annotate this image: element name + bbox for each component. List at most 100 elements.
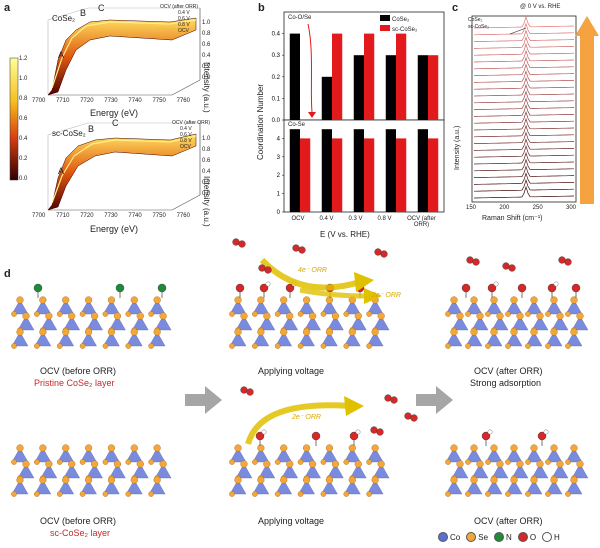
raman-spectrum [474,15,574,29]
raman-spectrum [474,90,574,104]
caption-bot-mid: Applying voltage [258,516,325,526]
colorbar-tick: 0.2 [19,156,28,162]
sample-label-top: CoSe₂ [52,14,76,23]
x-ticks-c: 150 200 250 300 [466,205,576,211]
x-tick: 0.3 V [348,216,363,222]
orr-label-top-2e: 2e⁻ ORR [372,292,401,299]
raman-spectrum [474,70,574,83]
raman-spectrum [474,83,574,97]
bar-sc-cose2 [428,138,439,212]
bar-sc-cose2 [300,138,311,212]
oxygen-atom [232,238,240,246]
legend-b: CoSe₂ sc-CoSe₂ [380,15,417,35]
group-label-top: Co-O/Se [288,15,312,21]
y-tick: 0.2 [272,75,281,81]
legend-n: N [494,532,512,542]
y-tick: 0.0 [272,118,281,124]
colorbar-tick: 0.8 [19,96,28,102]
caption-top-left-sub: Pristine CoSe₂ layer [34,378,115,388]
raman-spectrum [474,151,574,165]
trend-arrow-head [308,112,316,118]
z-ticks-top: 1.0 0.8 0.6 0.4 0.2 0.0 [202,20,211,81]
caption-top-right-sub: Strong adsorption [470,378,542,388]
raman-spectrum [474,172,574,185]
process-arrow-2 [416,386,453,414]
bar-cose2 [385,55,396,121]
bar-cose2 [353,55,364,121]
orr-arrow-2e-bot [245,402,351,445]
z-axis-label-bottom: Intensity (a.u.) [202,176,211,227]
caption-top-right: OCV (after ORR) [474,366,543,376]
raman-spectrum [474,63,574,76]
crystal-slab [11,283,172,349]
y-axis-label-b: Coordination Number [256,83,265,160]
atom-legend: Co Se N O H [438,532,566,542]
x-ticks-top: 7700 7710 7720 7730 7740 7750 7760 [32,98,190,104]
panel-letter-c: c [452,2,459,14]
oxygen-atom [404,412,412,420]
peak-label-a-bottom: A [58,166,65,176]
bar-cose2 [353,129,364,212]
raman-spectrum [474,36,574,49]
bar-cose2 [321,129,332,212]
x-tick: OCV [291,216,305,222]
caption-bot-left: OCV (before ORR) [40,516,117,526]
oxygen-atom [508,264,516,272]
raman-spectrum [474,124,574,138]
y-tick: 2 [277,173,281,179]
raman-spectrum [474,49,574,63]
oxygen-atom [370,426,378,434]
oxygen-atom [376,428,384,436]
y-tick: 0.4 [272,32,281,38]
oxygen-atom [240,386,248,394]
raman-spectrum [474,165,574,178]
schematic-illustration [11,238,589,497]
colorbar-tick: 0.4 [19,136,28,142]
bar-sc-cose2 [396,33,407,120]
oxygen-atom [374,248,382,256]
legend-h: H [542,532,560,542]
oxygen-atom [258,264,266,272]
colorbar-tick: 0.0 [19,176,28,182]
bar-sc-cose2 [332,33,343,120]
bar-cose2 [417,129,428,212]
bar-cose2 [321,76,332,120]
xanes-3d-plot [9,7,201,211]
orr-label-bot-2e: 2e⁻ ORR [292,414,321,421]
ocv-after-label-top: OCV (after ORR) [160,4,199,10]
process-arrow-1 [185,386,222,414]
colorbar-ticks: 1.2 1.0 0.8 0.6 0.4 0.2 0.0 [19,56,39,182]
oxygen-atom [466,256,474,264]
raman-spectrum [474,77,574,90]
raman-spectrum [474,22,574,36]
oxygen-atom [264,266,272,274]
legend-item-sc-cose2: sc-CoSe₂ [380,25,417,35]
raman-spectrum [474,138,574,151]
x-ticks-b: OCV 0.4 V 0.3 V 0.8 V OCV (after ORR) [284,216,444,228]
progress-arrow [580,34,594,204]
raman-spectrum [474,56,574,70]
crystal-slab [445,429,589,497]
oxygen-atom [380,250,388,258]
oxygen-atom [472,258,480,266]
peak-label-b: B [80,8,87,18]
z-axis-label-top: Intensity (a.u.) [202,62,211,113]
x-axis-label-top: Energy (eV) [90,108,139,118]
group-label-bottom: Co-Se [288,122,306,128]
panel-letter-d: d [4,268,11,280]
bar-cose2 [289,129,300,212]
bar-sc-cose2 [396,138,407,212]
xanes-top-plot [47,7,201,96]
raman-spectrum [474,43,574,56]
x-axis-label-b: E (V vs. RHE) [320,230,370,239]
caption-top-mid: Applying voltage [258,366,325,376]
bar-cose2 [289,33,300,120]
x-axis-label-bottom: Energy (eV) [90,224,139,234]
crystal-slab [229,429,390,497]
oxygen-atom [502,262,510,270]
colorbar-tick: 0.6 [19,116,28,122]
oxygen-atom [298,246,306,254]
raman-spectrum [474,117,574,131]
caption-bot-left-sub: sc-CoSe₂ layer [50,528,111,538]
legend-se: Se [466,532,488,542]
